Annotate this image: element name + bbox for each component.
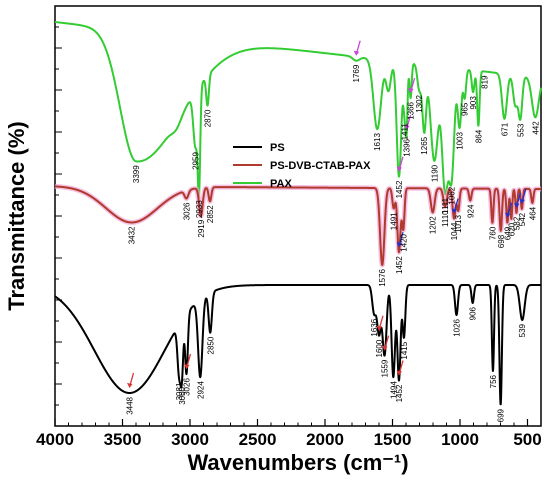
peak-label-3399: 3399	[132, 165, 141, 183]
peak-label-1452: 1452	[395, 256, 404, 274]
peak-label-3432: 3432	[128, 226, 137, 244]
peak-arrow-head	[396, 242, 402, 248]
peak-label-2919: 2919	[197, 219, 206, 237]
peak-arrow-head	[396, 370, 402, 376]
peak-label-1062: 1062	[448, 186, 457, 204]
peak-label-698: 698	[497, 234, 506, 248]
peak-label-1411: 1411	[401, 123, 410, 141]
peak-arrow-head	[404, 125, 410, 131]
series-layer	[52, 21, 544, 406]
peak-label-965: 965	[461, 102, 470, 116]
peak-label-553: 553	[516, 123, 525, 137]
peak-label-3448: 3448	[126, 396, 135, 414]
peak-label-649: 649	[503, 226, 512, 240]
peak-label-582: 582	[512, 216, 521, 230]
peak-label-699: 699	[497, 408, 506, 422]
y-axis-ticks	[55, 5, 62, 427]
peak-arrow-head	[382, 345, 388, 351]
peak-arrow-head	[519, 198, 525, 204]
peak-label-1452: 1452	[395, 384, 404, 402]
peak-label-2850: 2850	[206, 336, 215, 354]
series-halo	[52, 183, 544, 268]
peak-labels: 3399 2959 2933 2870 1769 1613 1452 1411 1366 1396…	[126, 64, 541, 422]
series-line-0	[54, 21, 542, 199]
peak-label-864: 864	[474, 129, 483, 143]
peak-label-539: 539	[518, 323, 527, 337]
peak-label-1613: 1613	[373, 133, 382, 151]
peak-label-3026: 3026	[183, 202, 192, 220]
peak-label-1420: 1420	[399, 233, 408, 251]
series-line-1	[54, 185, 542, 267]
peak-label-2933: 2933	[195, 200, 204, 218]
peak-label-2870: 2870	[204, 109, 213, 127]
legend-label-0: PS	[270, 142, 285, 154]
x-tick-label-1000: 1000	[441, 430, 479, 449]
peak-label-756: 756	[489, 374, 498, 388]
peak-label-924: 924	[466, 204, 475, 218]
peak-label-1494: 1494	[389, 381, 398, 399]
legend-label-1: PS-DVB-CTAB-PAX	[270, 160, 371, 172]
peak-label-3060: 3060	[178, 386, 187, 404]
peak-label-1559: 1559	[381, 359, 390, 377]
peak-label-1003: 1003	[456, 131, 465, 149]
peak-label-542: 542	[518, 212, 527, 226]
peak-arrows	[127, 40, 527, 388]
peak-label-760: 760	[488, 226, 497, 240]
peak-label-1302: 1302	[415, 94, 424, 112]
peak-label-1452: 1452	[395, 180, 404, 198]
peak-label-819: 819	[480, 75, 489, 89]
peak-label-1190: 1190	[430, 164, 439, 182]
peak-label-906: 906	[469, 306, 478, 320]
peak-label-1576: 1576	[378, 268, 387, 286]
x-tick-label-500: 500	[513, 430, 541, 449]
peak-label-2924: 2924	[196, 381, 205, 399]
peak-arrow-head	[408, 88, 414, 94]
peak-label-1202: 1202	[429, 216, 438, 234]
x-tick-label-3500: 3500	[104, 430, 142, 449]
peak-label-1600: 1600	[375, 339, 384, 357]
peak-arrow-head	[376, 325, 382, 331]
x-axis-title: Wavenumbers (cm⁻¹)	[187, 450, 408, 475]
peak-label-1110: 1110	[441, 210, 450, 227]
x-tick-label-1500: 1500	[374, 430, 412, 449]
peak-label-1769: 1769	[352, 64, 361, 82]
peak-label-620: 620	[507, 222, 516, 236]
peak-label-1636: 1636	[370, 318, 379, 336]
x-tick-label-2000: 2000	[306, 430, 344, 449]
series-line-2	[54, 284, 542, 406]
peak-arrow-head	[513, 202, 520, 208]
peak-arrow-head	[353, 50, 360, 56]
x-axis-ticks: 4000 3500 3000 2500 2000 1500 1000 500	[36, 419, 542, 449]
peak-label-1396: 1396	[403, 138, 412, 156]
peak-label-903: 903	[469, 96, 478, 110]
peak-arrow-head	[183, 364, 190, 370]
x-tick-label-3000: 3000	[171, 430, 209, 449]
peak-label-671: 671	[500, 122, 509, 136]
x-tick-label-2500: 2500	[239, 430, 277, 449]
peak-arrow-head	[127, 383, 133, 388]
peak-label-3081: 3081	[175, 382, 184, 400]
peak-label-1491: 1491	[390, 212, 399, 230]
peak-label-1111: 1111	[441, 197, 450, 214]
peak-arrow-head	[504, 212, 511, 218]
legend: PS PS-DVB-CTAB-PAX PAX	[233, 142, 371, 190]
peak-label-1044: 1044	[450, 222, 459, 240]
peak-label-442: 442	[531, 121, 540, 135]
peak-label-2852: 2852	[206, 205, 215, 223]
peak-label-3026: 3026	[183, 378, 192, 396]
peak-label-464: 464	[528, 206, 537, 220]
peak-label-1026: 1026	[453, 318, 462, 336]
peak-label-1366: 1366	[407, 101, 416, 119]
y-axis-title: Transmittance (%)	[4, 121, 29, 311]
legend-label-2: PAX	[270, 178, 292, 190]
x-tick-label-4000: 4000	[36, 430, 74, 449]
peak-arrow-head	[451, 208, 458, 214]
peak-label-2959: 2959	[192, 152, 201, 170]
peak-label-1415: 1415	[400, 341, 409, 359]
peak-arrow-head	[396, 166, 402, 172]
peak-label-1013: 1013	[454, 215, 463, 233]
peak-label-1265: 1265	[420, 136, 429, 154]
